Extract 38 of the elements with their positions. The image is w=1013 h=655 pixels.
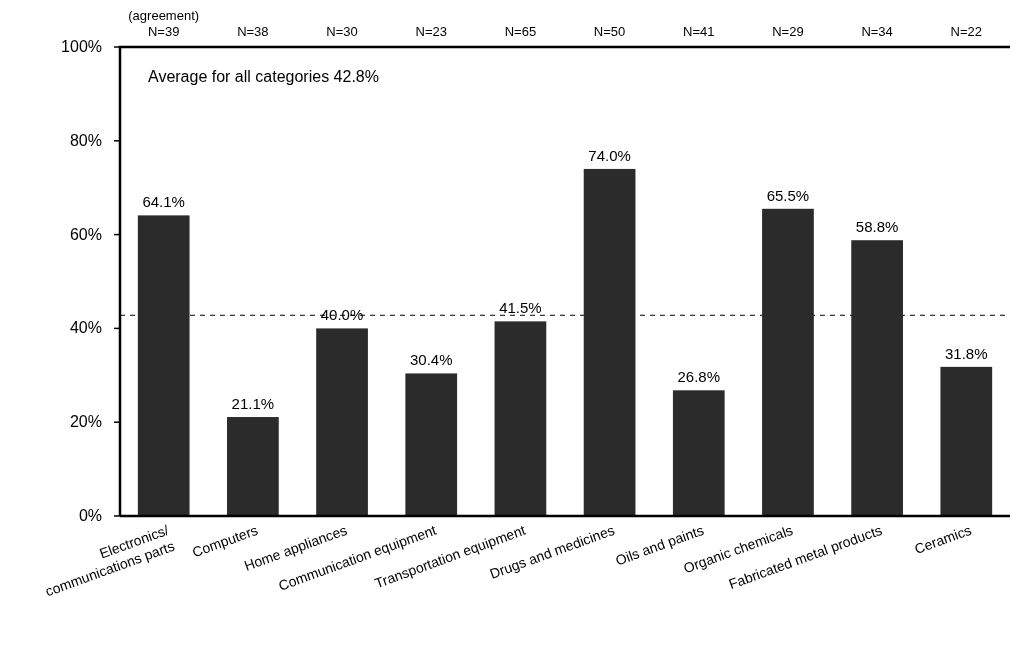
bar	[762, 208, 814, 516]
text: N=30	[326, 24, 358, 39]
bar	[227, 417, 279, 516]
bar	[494, 321, 547, 516]
data-label: 26.8%	[677, 368, 721, 386]
bar	[583, 168, 636, 516]
bar	[137, 215, 190, 516]
y-tick-label: 0%	[78, 507, 102, 524]
text: N=41	[683, 24, 715, 39]
y-tick-label: 100%	[61, 38, 102, 55]
text: N=34	[861, 24, 893, 39]
text: N=23	[415, 24, 447, 39]
text: N=65	[504, 24, 537, 39]
text: N=38	[237, 24, 269, 39]
text: N=39	[147, 24, 180, 39]
bar	[851, 240, 903, 516]
text: N=50	[593, 24, 626, 39]
data-label: 31.8%	[945, 344, 988, 362]
y-tick-label: 20%	[69, 413, 102, 431]
text: (agreement)	[128, 8, 200, 23]
data-label: 64.1%	[142, 193, 185, 211]
y-tick-label: 60%	[69, 225, 102, 243]
y-tick-label: 80%	[69, 131, 102, 149]
data-label: 30.4%	[409, 351, 453, 369]
y-tick-label: 40%	[69, 319, 102, 337]
text: N=29	[772, 24, 804, 39]
data-label: 58.8%	[855, 218, 899, 236]
data-label: 21.1%	[231, 395, 275, 413]
data-label: 41.5%	[499, 299, 542, 317]
text: N=22	[950, 24, 983, 39]
ref-line-label: Average for all categories 42.8%	[148, 68, 379, 85]
data-label: 65.5%	[766, 186, 810, 204]
bar	[316, 328, 368, 516]
bar	[405, 373, 458, 516]
data-label: 74.0%	[588, 146, 631, 164]
bar	[940, 366, 993, 516]
bar	[672, 390, 725, 516]
data-label: 40.0%	[320, 306, 364, 324]
